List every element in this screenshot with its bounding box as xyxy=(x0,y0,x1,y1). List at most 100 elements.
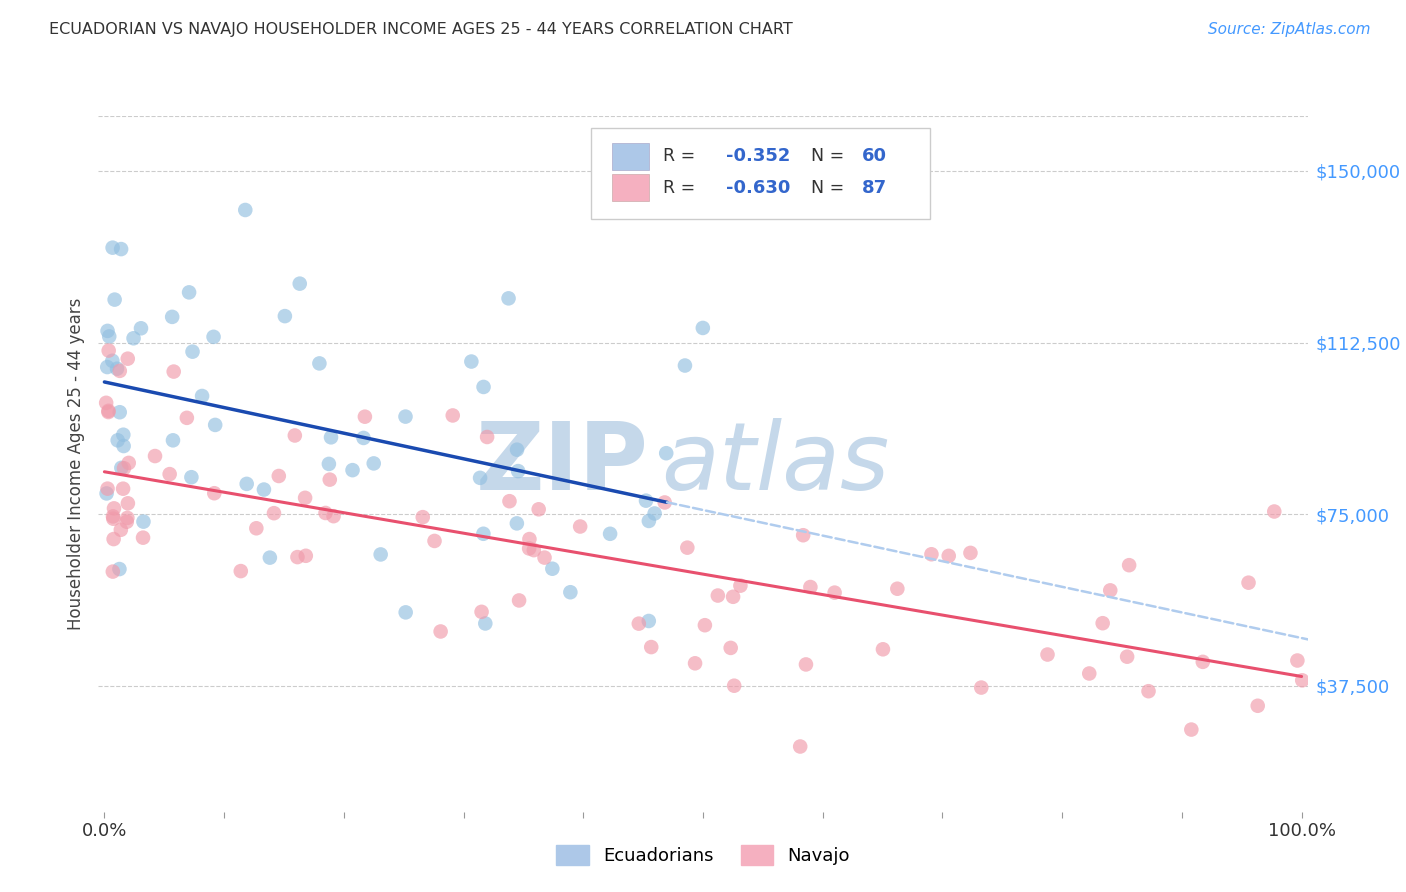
Point xyxy=(363,457,385,471)
Point xyxy=(1036,648,1059,662)
Point xyxy=(644,507,666,521)
Point xyxy=(104,293,127,307)
Point xyxy=(799,580,821,594)
Point xyxy=(181,344,204,359)
Point xyxy=(394,409,416,424)
Text: ZIP: ZIP xyxy=(475,417,648,510)
Point xyxy=(117,511,139,525)
Point xyxy=(683,657,706,671)
Point xyxy=(159,467,181,482)
Point xyxy=(423,533,446,548)
Point xyxy=(676,541,699,555)
Point xyxy=(692,321,714,335)
Point xyxy=(177,285,200,300)
Point xyxy=(132,515,155,529)
Point xyxy=(560,585,582,599)
Point xyxy=(294,491,316,505)
Text: -0.352: -0.352 xyxy=(725,147,790,165)
Point xyxy=(824,585,846,599)
Point xyxy=(97,343,120,358)
Point xyxy=(353,431,375,445)
Point xyxy=(294,549,316,563)
Point xyxy=(468,471,491,485)
Point xyxy=(541,562,564,576)
Point xyxy=(723,679,745,693)
Point xyxy=(920,547,942,561)
Point xyxy=(1180,723,1202,737)
Point xyxy=(110,523,132,537)
Point xyxy=(98,329,121,343)
Point xyxy=(720,640,742,655)
Point xyxy=(886,582,908,596)
FancyBboxPatch shape xyxy=(612,175,648,201)
Point xyxy=(471,605,494,619)
FancyBboxPatch shape xyxy=(591,128,931,219)
Point xyxy=(259,550,281,565)
Point xyxy=(202,486,225,500)
Text: N =: N = xyxy=(811,147,849,165)
Point xyxy=(107,434,129,448)
Point xyxy=(112,439,135,453)
Point xyxy=(118,456,141,470)
Point xyxy=(1291,673,1313,688)
Point xyxy=(322,509,344,524)
Point xyxy=(498,291,520,305)
Point xyxy=(794,657,817,672)
Point xyxy=(180,470,202,484)
Point xyxy=(627,616,650,631)
Point xyxy=(370,548,392,562)
Point xyxy=(110,242,132,256)
Point xyxy=(506,442,529,457)
Point xyxy=(163,365,186,379)
Point xyxy=(101,241,124,255)
Point xyxy=(429,624,451,639)
Point xyxy=(474,616,496,631)
Point xyxy=(523,543,546,558)
Point xyxy=(108,562,131,576)
Point xyxy=(274,309,297,323)
Point xyxy=(96,482,118,496)
Point xyxy=(599,526,621,541)
Point xyxy=(117,351,139,366)
Point xyxy=(112,482,135,496)
Point xyxy=(654,495,676,509)
Point xyxy=(233,202,256,217)
Text: -0.630: -0.630 xyxy=(725,178,790,196)
Point xyxy=(191,389,214,403)
Point xyxy=(637,614,659,628)
Point xyxy=(112,427,135,442)
Point xyxy=(267,469,290,483)
FancyBboxPatch shape xyxy=(612,143,648,169)
Y-axis label: Householder Income Ages 25 - 44 years: Householder Income Ages 25 - 44 years xyxy=(66,298,84,630)
Point xyxy=(101,565,124,579)
Point xyxy=(97,324,120,338)
Point xyxy=(693,618,716,632)
Text: Source: ZipAtlas.com: Source: ZipAtlas.com xyxy=(1208,22,1371,37)
Point xyxy=(1091,616,1114,631)
Point xyxy=(319,473,342,487)
Point xyxy=(105,361,128,376)
Point xyxy=(342,463,364,477)
Point xyxy=(103,501,125,516)
Point xyxy=(640,640,662,654)
Point xyxy=(506,516,529,531)
Point xyxy=(527,502,550,516)
Point xyxy=(96,396,118,410)
Point xyxy=(315,506,337,520)
Point xyxy=(132,531,155,545)
Point xyxy=(96,359,118,374)
Point xyxy=(318,457,340,471)
Point xyxy=(287,550,309,565)
Point xyxy=(101,509,124,524)
Point xyxy=(970,681,993,695)
Point xyxy=(730,579,752,593)
Point xyxy=(108,364,131,378)
Point xyxy=(475,430,498,444)
Point xyxy=(1116,649,1139,664)
Point xyxy=(460,354,482,368)
Point xyxy=(508,593,530,607)
Point xyxy=(517,541,540,556)
Text: ECUADORIAN VS NAVAJO HOUSEHOLDER INCOME AGES 25 - 44 YEARS CORRELATION CHART: ECUADORIAN VS NAVAJO HOUSEHOLDER INCOME … xyxy=(49,22,793,37)
Point xyxy=(263,506,285,520)
Point xyxy=(707,589,730,603)
